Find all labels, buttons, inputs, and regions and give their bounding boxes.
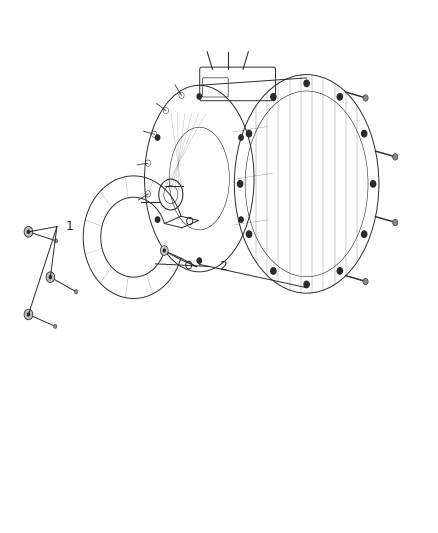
- Circle shape: [304, 80, 309, 86]
- Circle shape: [239, 217, 243, 222]
- Circle shape: [371, 181, 376, 187]
- Circle shape: [239, 135, 243, 140]
- Circle shape: [155, 217, 160, 222]
- Circle shape: [247, 231, 252, 237]
- Circle shape: [53, 324, 57, 328]
- Circle shape: [24, 227, 33, 237]
- Circle shape: [271, 94, 276, 100]
- Circle shape: [155, 135, 160, 140]
- Circle shape: [361, 131, 367, 137]
- Circle shape: [54, 239, 58, 243]
- Circle shape: [46, 272, 55, 282]
- Circle shape: [160, 246, 168, 255]
- Circle shape: [237, 181, 243, 187]
- Circle shape: [271, 268, 276, 274]
- Circle shape: [162, 248, 166, 253]
- Circle shape: [392, 154, 398, 160]
- Text: 2: 2: [219, 260, 227, 273]
- Circle shape: [27, 230, 30, 234]
- Circle shape: [49, 275, 52, 279]
- Circle shape: [74, 289, 78, 294]
- Circle shape: [304, 281, 309, 288]
- Circle shape: [24, 309, 33, 320]
- Circle shape: [197, 94, 201, 99]
- Circle shape: [337, 94, 343, 100]
- Text: 1: 1: [66, 220, 74, 233]
- Circle shape: [27, 312, 30, 317]
- Circle shape: [363, 278, 368, 285]
- Circle shape: [392, 220, 398, 225]
- Circle shape: [361, 231, 367, 237]
- Circle shape: [337, 268, 343, 274]
- Circle shape: [197, 258, 201, 263]
- Circle shape: [247, 131, 252, 137]
- Circle shape: [363, 95, 368, 101]
